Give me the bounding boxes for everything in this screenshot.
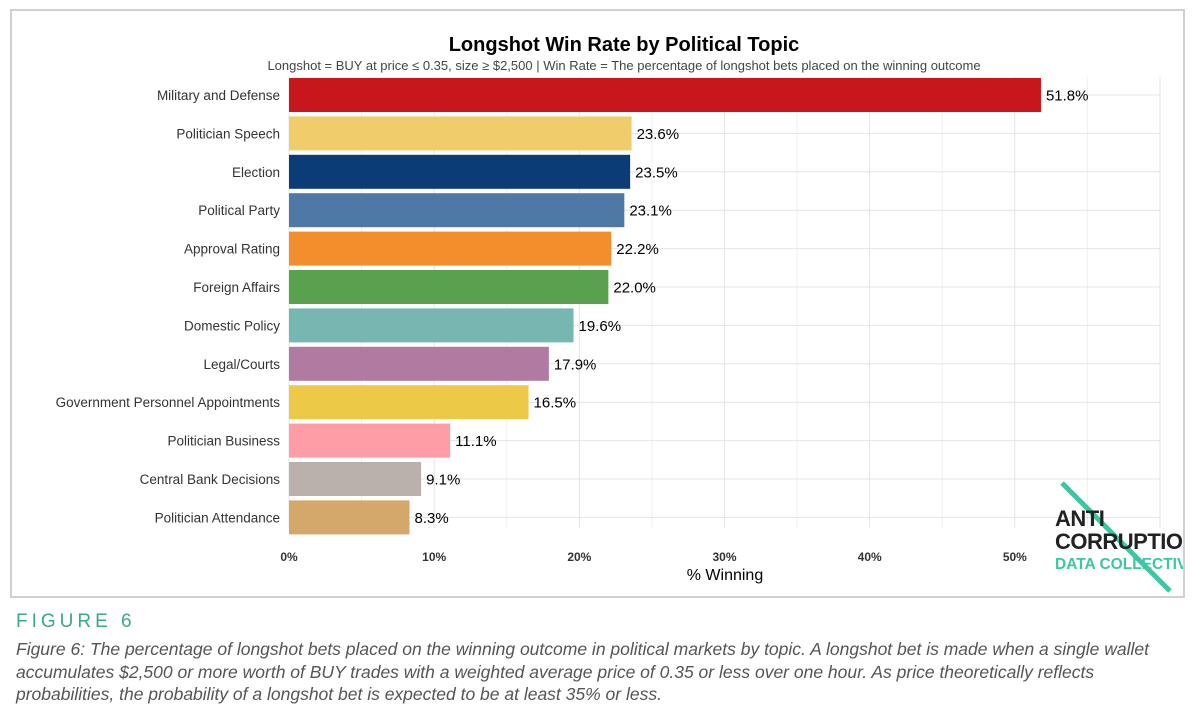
logo-line-corruption: CORRUPTION — [1055, 529, 1183, 554]
category-label: Military and Defense — [157, 88, 280, 103]
bar — [289, 308, 574, 343]
chart-frame: Longshot Win Rate by Political Topic Lon… — [10, 9, 1185, 598]
value-label: 11.1% — [455, 433, 496, 450]
x-axis-ticks: 0% 10% 20% 30% 40% 50% — [280, 550, 1027, 564]
bar-group: Approval Rating 22.2% — [184, 231, 659, 266]
bar-group: Politician Speech 23.6% — [176, 116, 680, 151]
bar — [289, 270, 609, 304]
bar — [289, 193, 625, 228]
category-label: Approval Rating — [184, 242, 280, 257]
bar-group: Politician Attendance 8.3% — [155, 500, 449, 535]
bar — [289, 462, 422, 496]
bar-group: Domestic Policy 19.6% — [184, 308, 622, 343]
category-label: Government Personnel Appointments — [56, 395, 281, 410]
bar — [289, 346, 549, 381]
value-label: 19.6% — [579, 318, 622, 335]
category-label: Politician Speech — [176, 126, 280, 141]
value-label: 17.9% — [554, 356, 597, 373]
bar-group: Legal/Courts 17.9% — [203, 346, 597, 381]
bar-group: Politician Business 11.1% — [167, 423, 497, 458]
category-label: Legal/Courts — [203, 357, 280, 372]
logo-line-anti: ANTI — [1055, 506, 1104, 531]
bar — [289, 116, 632, 151]
figure-caption: Figure 6: The percentage of longshot bet… — [16, 639, 1149, 704]
logo-slash-icon — [1060, 481, 1172, 593]
x-tick-label: 0% — [280, 550, 298, 564]
value-label: 23.6% — [637, 126, 680, 143]
x-axis-title: % Winning — [687, 567, 763, 584]
bar — [289, 500, 410, 535]
bar-group: Political Party 23.1% — [198, 193, 672, 228]
chart-subtitle: Longshot = BUY at price ≤ 0.35, size ≥ $… — [267, 58, 980, 73]
value-label: 23.5% — [635, 164, 678, 181]
category-label: Politician Attendance — [155, 510, 280, 525]
category-label: Election — [232, 165, 280, 180]
value-label: 9.1% — [426, 472, 460, 489]
logo-line-data-collective: DATA COLLECTIVE — [1055, 556, 1183, 573]
chart-title: Longshot Win Rate by Political Topic — [449, 34, 800, 56]
bar-group: Foreign Affairs 22.0% — [193, 270, 656, 304]
bar-group: Military and Defense 51.8% — [157, 78, 1089, 112]
category-label: Foreign Affairs — [193, 280, 280, 295]
bar-group: Government Personnel Appointments 16.5% — [56, 385, 577, 420]
value-label: 22.0% — [613, 280, 656, 297]
bar-group: Election 23.5% — [232, 154, 678, 189]
value-label: 23.1% — [629, 203, 672, 220]
bar — [289, 231, 612, 266]
bar — [289, 154, 631, 189]
category-label: Domestic Policy — [184, 318, 280, 333]
bar-group: Central Bank Decisions 9.1% — [140, 462, 460, 496]
value-label: 22.2% — [616, 241, 659, 258]
value-label: 51.8% — [1046, 88, 1089, 105]
x-tick-label: 20% — [567, 550, 591, 564]
anti-corruption-logo: ANTI CORRUPTION DATA COLLECTIVE — [1055, 481, 1183, 593]
value-label: 8.3% — [414, 510, 448, 527]
bars: Military and Defense 51.8% Politician Spee… — [56, 78, 1089, 535]
category-label: Political Party — [198, 203, 280, 218]
category-label: Politician Business — [167, 434, 280, 449]
bar — [289, 385, 529, 420]
value-label: 16.5% — [534, 395, 577, 412]
x-tick-label: 10% — [422, 550, 446, 564]
category-label: Central Bank Decisions — [140, 472, 281, 487]
bar — [289, 423, 451, 458]
x-tick-label: 30% — [712, 550, 736, 564]
x-tick-label: 40% — [858, 550, 882, 564]
bar — [289, 78, 1041, 112]
x-tick-label: 50% — [1003, 550, 1027, 564]
bar-chart: Longshot Win Rate by Political Topic Lon… — [56, 34, 1183, 593]
figure-label: FIGURE 6 — [16, 611, 136, 632]
